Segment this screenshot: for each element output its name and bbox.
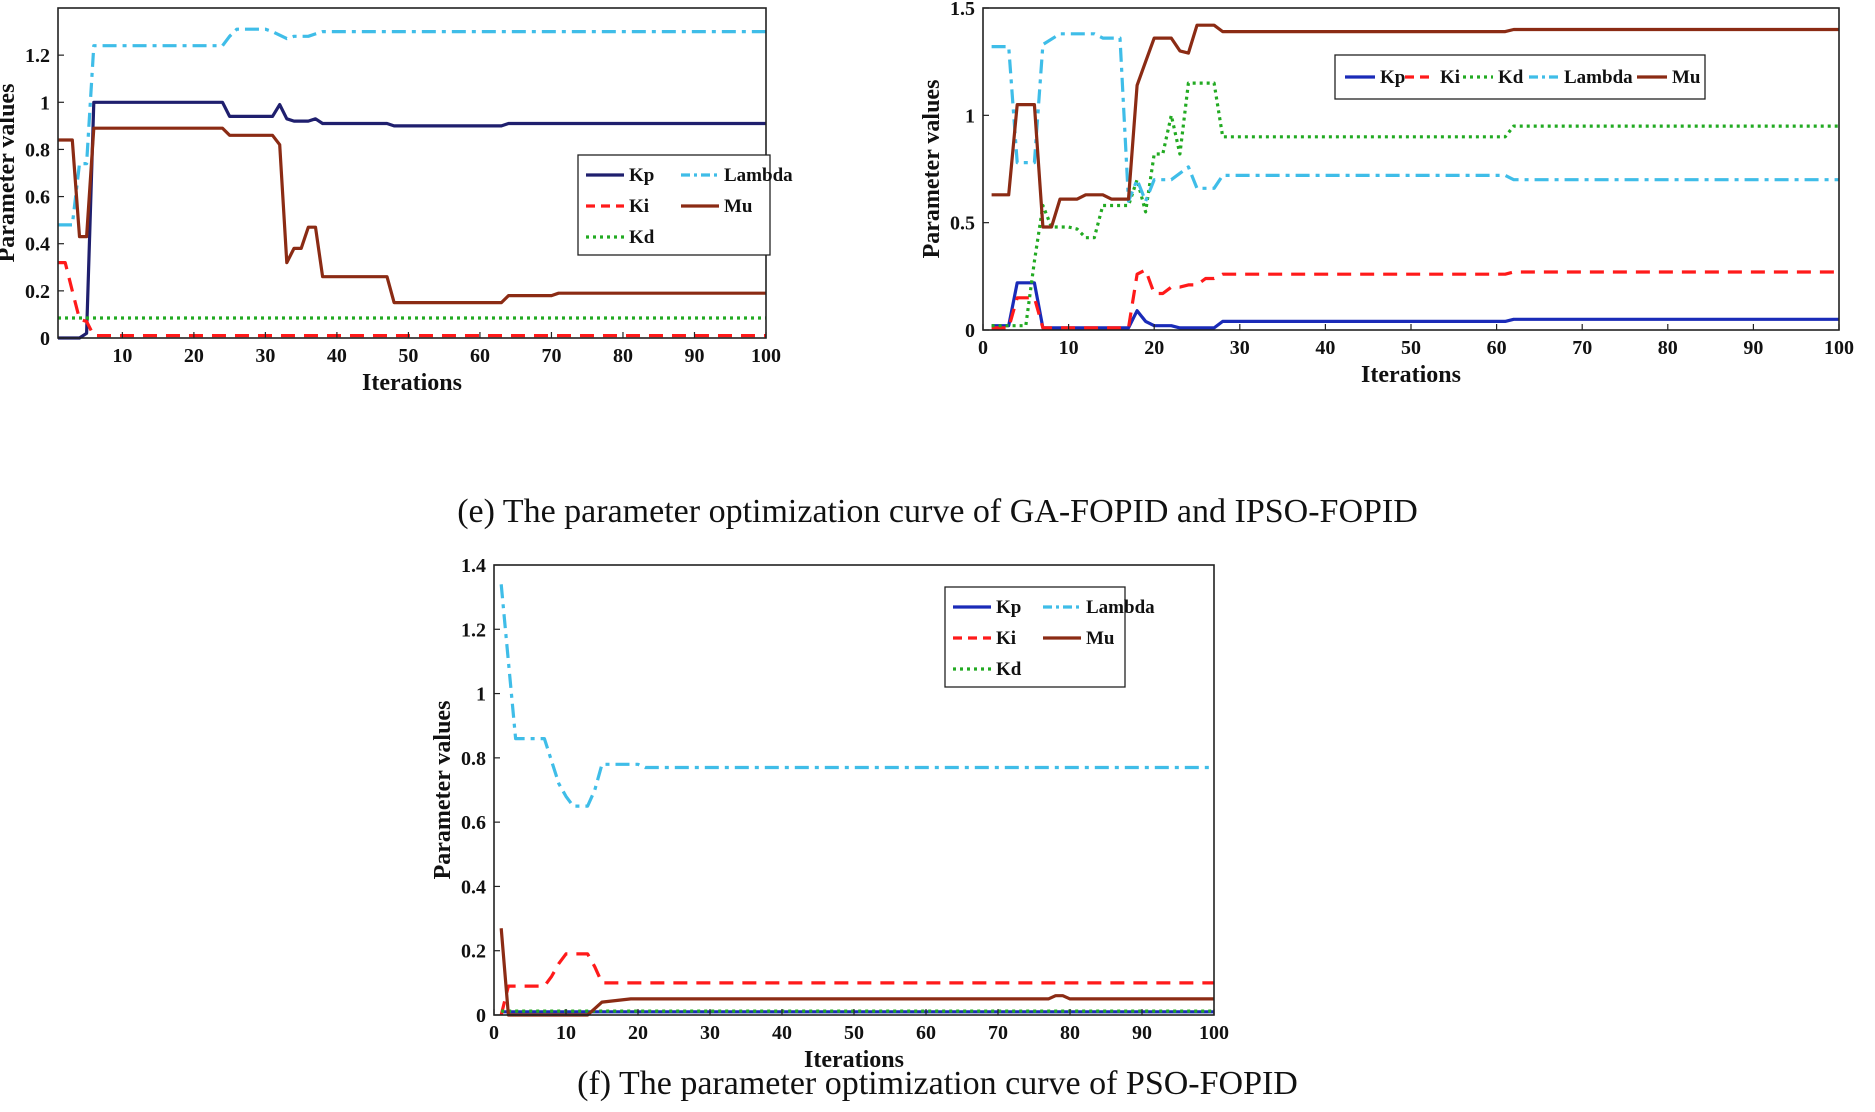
x-tick-label: 40	[1315, 337, 1335, 359]
x-tick-label: 100	[1824, 337, 1854, 359]
series-line-kp	[58, 100, 766, 340]
x-tick-label: 10	[556, 1022, 576, 1044]
legend-label-lambda: Lambda	[724, 165, 793, 186]
x-tick-label: 10	[1059, 337, 1079, 359]
x-tick-label: 30	[255, 345, 275, 367]
legend-label-kd: Kd	[629, 227, 655, 248]
x-tick-label: 70	[541, 345, 561, 367]
x-tick-label: 0	[978, 337, 988, 359]
x-axis-label: Iterations	[362, 370, 462, 396]
series-line-ki	[58, 261, 766, 338]
x-tick-label: 20	[184, 345, 204, 367]
series-line-lambda	[58, 27, 766, 227]
y-tick-label: 1.4	[461, 555, 486, 577]
legend-label-mu: Mu	[1086, 628, 1115, 649]
series-line-ki	[991, 268, 1839, 330]
series-line-ki	[499, 952, 1214, 1016]
legend-label-lambda: Lambda	[1564, 67, 1633, 88]
y-tick-label: 0.4	[25, 234, 50, 256]
y-tick-label: 0	[40, 328, 50, 350]
chart-ga-fopid: 10 20 30 40 50 60 70 80 90 100 0 0.2 0.4 0.6 0.8 1 1.2 It…	[0, 7, 793, 396]
y-tick-label: 0.4	[461, 876, 486, 898]
x-tick-label: 30	[700, 1022, 720, 1044]
legend-label-ki: Ki	[629, 196, 649, 217]
series-line-mu	[991, 23, 1839, 229]
legend-label-kp: Kp	[1380, 67, 1405, 88]
x-tick-label: 80	[613, 345, 633, 367]
legend-label-mu: Mu	[724, 196, 753, 217]
y-tick-label: 1	[40, 92, 50, 114]
x-tick-label: 100	[1199, 1022, 1229, 1044]
y-tick-label: 0	[476, 1005, 486, 1027]
chart-ipso-fopid: 0 10 20 30 40 50 60 70 80 90 100 0 0.5 1 1.5 Iterations…	[919, 0, 1854, 388]
y-axis-label: Parameter values	[0, 84, 20, 263]
series-line-lambda	[991, 32, 1839, 203]
legend-label-kd: Kd	[996, 659, 1022, 680]
x-tick-label: 40	[772, 1022, 792, 1044]
series-line-mu	[58, 126, 766, 305]
x-axis-label: Iterations	[1361, 362, 1461, 388]
x-tick-label: 60	[470, 345, 490, 367]
x-tick-label: 40	[327, 345, 347, 367]
y-tick-label: 1	[965, 105, 975, 127]
x-tick-label: 90	[1132, 1022, 1152, 1044]
caption-e: (e) The parameter optimization curve of …	[457, 493, 1418, 530]
x-tick-label: 0	[489, 1022, 499, 1044]
x-tick-label: 80	[1658, 337, 1678, 359]
x-tick-label: 70	[1572, 337, 1592, 359]
x-tick-label: 50	[398, 345, 418, 367]
x-tick-label: 80	[1060, 1022, 1080, 1044]
x-tick-label: 30	[1230, 337, 1250, 359]
y-tick-label: 0.5	[950, 213, 975, 235]
y-tick-label: 0.2	[461, 941, 486, 963]
x-tick-label: 90	[1743, 337, 1763, 359]
series-line-kp	[991, 281, 1839, 330]
caption-f: (f) The parameter optimization curve of …	[577, 1065, 1298, 1102]
series-line-mu	[499, 928, 1214, 1017]
y-tick-label: 0	[965, 320, 975, 342]
legend-label-kp: Kp	[996, 597, 1021, 618]
y-tick-label: 0.8	[25, 139, 50, 161]
y-tick-label: 0.2	[25, 281, 50, 303]
y-tick-label: 1.2	[25, 45, 50, 67]
x-tick-label: 60	[1487, 337, 1507, 359]
y-tick-label: 1	[476, 684, 486, 706]
y-tick-label: 0.6	[25, 187, 50, 209]
y-tick-label: 1.5	[950, 0, 975, 20]
y-axis-label: Parameter values	[430, 701, 456, 880]
legend-label-ki: Ki	[996, 628, 1016, 649]
y-tick-label: 0.8	[461, 748, 486, 770]
series-line-lambda	[499, 584, 1214, 808]
y-tick-label: 1.2	[461, 619, 486, 641]
legend-label-kd: Kd	[1498, 67, 1524, 88]
x-tick-label: 90	[684, 345, 704, 367]
legend-label-kp: Kp	[629, 165, 654, 186]
legend-label-ki: Ki	[1440, 67, 1460, 88]
chart-pso-fopid: 0 10 20 30 40 50 60 70 80 90 100 0 0.2 0.4 0.6 0.8 1 1.2 1…	[430, 555, 1229, 1073]
x-tick-label: 100	[751, 345, 781, 367]
x-tick-label: 60	[916, 1022, 936, 1044]
x-tick-label: 20	[1144, 337, 1164, 359]
x-tick-label: 20	[628, 1022, 648, 1044]
x-axis-label: Iterations	[804, 1047, 904, 1073]
y-tick-label: 0.6	[461, 812, 486, 834]
x-tick-label: 50	[1401, 337, 1421, 359]
series-line-kd	[991, 81, 1839, 328]
y-axis-label: Parameter values	[919, 80, 945, 259]
x-tick-label: 70	[988, 1022, 1008, 1044]
x-tick-label: 50	[844, 1022, 864, 1044]
legend-label-lambda: Lambda	[1086, 597, 1155, 618]
x-tick-label: 10	[112, 345, 132, 367]
legend-label-mu: Mu	[1672, 67, 1701, 88]
